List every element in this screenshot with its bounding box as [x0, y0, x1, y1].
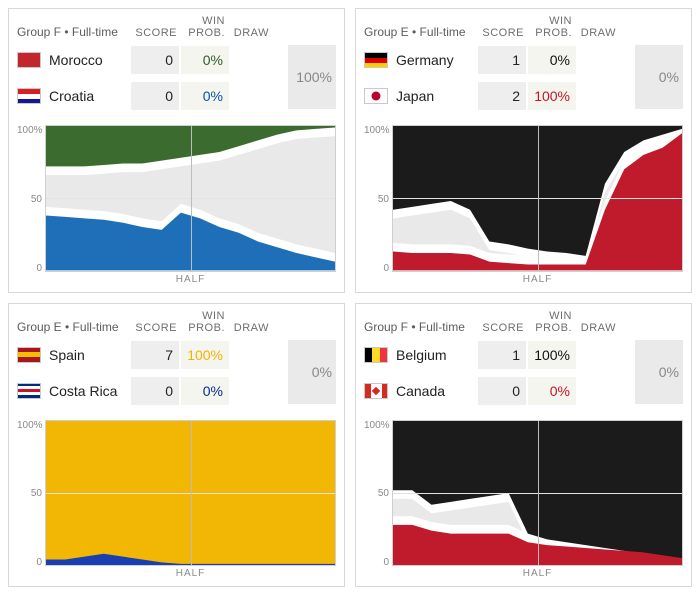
- flag-icon: [17, 88, 41, 104]
- teams-block: Belgium1100%Canada00%0%: [364, 340, 683, 412]
- team-winprob: 100%: [528, 82, 576, 110]
- team-name: Canada: [396, 383, 476, 399]
- team-winprob: 0%: [181, 82, 229, 110]
- chart-area: 100% 50 0HALF: [17, 420, 336, 582]
- half-label: HALF: [392, 568, 683, 582]
- half-line: [538, 126, 539, 270]
- team-name: Morocco: [49, 52, 129, 68]
- y-tick: 50: [364, 488, 389, 499]
- y-tick: 100%: [364, 125, 389, 136]
- chart-area: 100% 50 0HALF: [364, 125, 683, 287]
- chart-area: 100% 50 0HALF: [17, 125, 336, 287]
- teams-block: Germany10%Japan2100%0%: [364, 45, 683, 117]
- teams-block: Morocco00% Croatia00% 100%: [17, 45, 336, 117]
- group-label: Group E • Full-time: [17, 320, 129, 334]
- col-draw-header: DRAW: [572, 322, 620, 334]
- team-name: Costa Rica: [49, 383, 129, 399]
- group-label: Group E • Full-time: [364, 25, 476, 39]
- draw-prob: 0%: [288, 340, 336, 404]
- half-label: HALF: [45, 568, 336, 582]
- winprob-chart: [45, 125, 336, 271]
- half-label: HALF: [392, 274, 683, 288]
- team-name: Germany: [396, 52, 476, 68]
- col-draw-header: DRAW: [225, 27, 273, 39]
- winprob-chart: [45, 420, 336, 566]
- group-label: Group F • Full-time: [364, 320, 476, 334]
- team-name: Spain: [49, 347, 129, 363]
- card-header: Group E • Full-timeSCOREWINPROB.DRAW: [364, 15, 683, 39]
- team-name: Belgium: [396, 347, 476, 363]
- col-score-header: SCORE: [476, 27, 524, 39]
- y-tick: 50: [17, 488, 42, 499]
- team-score: 1: [478, 341, 526, 369]
- col-score-header: SCORE: [476, 322, 524, 334]
- flag-icon: [364, 347, 388, 363]
- y-tick: 0: [17, 263, 42, 274]
- flag-icon: [364, 88, 388, 104]
- team-score: 2: [478, 82, 526, 110]
- card-header: Group E • Full-timeSCOREWINPROB.DRAW: [17, 310, 336, 334]
- team-score: 1: [478, 46, 526, 74]
- flag-icon: [364, 383, 388, 399]
- card-header: Group F • Full-timeSCOREWINPROB.DRAW: [17, 15, 336, 39]
- flag-icon: [17, 383, 41, 399]
- match-card: Group F • Full-timeSCOREWINPROB.DRAW Belg…: [355, 303, 692, 588]
- team-winprob: 0%: [528, 46, 576, 74]
- y-axis: 100% 50 0: [17, 125, 45, 287]
- y-tick: 0: [364, 263, 389, 274]
- y-tick: 0: [364, 557, 389, 568]
- y-tick: 100%: [17, 420, 42, 431]
- team-winprob: 100%: [528, 341, 576, 369]
- y-tick: 100%: [364, 420, 389, 431]
- team-score: 0: [478, 377, 526, 405]
- team-score: 0: [131, 46, 179, 74]
- half-label: HALF: [45, 274, 336, 288]
- draw-prob: 100%: [288, 45, 336, 109]
- y-axis: 100% 50 0: [364, 420, 392, 582]
- team-winprob: 100%: [181, 341, 229, 369]
- draw-prob: 0%: [635, 340, 683, 404]
- match-card: Group F • Full-timeSCOREWINPROB.DRAW Moro…: [8, 8, 345, 293]
- team-winprob: 0%: [181, 377, 229, 405]
- col-score-header: SCORE: [129, 322, 177, 334]
- winprob-chart: [392, 125, 683, 271]
- draw-prob: 0%: [635, 45, 683, 109]
- team-winprob: 0%: [528, 377, 576, 405]
- group-label: Group F • Full-time: [17, 25, 129, 39]
- y-tick: 50: [17, 194, 42, 205]
- col-prob-header: WINPROB.: [524, 15, 572, 39]
- half-line: [191, 126, 192, 270]
- team-score: 0: [131, 82, 179, 110]
- col-prob-header: WINPROB.: [177, 310, 225, 334]
- team-score: 0: [131, 377, 179, 405]
- team-name: Croatia: [49, 88, 129, 104]
- y-tick: 100%: [17, 125, 42, 136]
- winprob-chart: [392, 420, 683, 566]
- match-card: Group E • Full-timeSCOREWINPROB.DRAW Germ…: [355, 8, 692, 293]
- col-prob-header: WINPROB.: [524, 310, 572, 334]
- y-tick: 0: [17, 557, 42, 568]
- col-prob-header: WINPROB.: [177, 15, 225, 39]
- team-name: Japan: [396, 88, 476, 104]
- y-tick: 50: [364, 194, 389, 205]
- team-score: 7: [131, 341, 179, 369]
- col-score-header: SCORE: [129, 27, 177, 39]
- flag-icon: [17, 52, 41, 68]
- half-line: [191, 421, 192, 565]
- half-line: [538, 421, 539, 565]
- chart-area: 100% 50 0HALF: [364, 420, 683, 582]
- teams-block: Spain7100%Costa Rica00%0%: [17, 340, 336, 412]
- flag-icon: [17, 347, 41, 363]
- col-draw-header: DRAW: [572, 27, 620, 39]
- match-card: Group E • Full-timeSCOREWINPROB.DRAW Spai…: [8, 303, 345, 588]
- flag-icon: [364, 52, 388, 68]
- y-axis: 100% 50 0: [364, 125, 392, 287]
- col-draw-header: DRAW: [225, 322, 273, 334]
- y-axis: 100% 50 0: [17, 420, 45, 582]
- team-winprob: 0%: [181, 46, 229, 74]
- card-header: Group F • Full-timeSCOREWINPROB.DRAW: [364, 310, 683, 334]
